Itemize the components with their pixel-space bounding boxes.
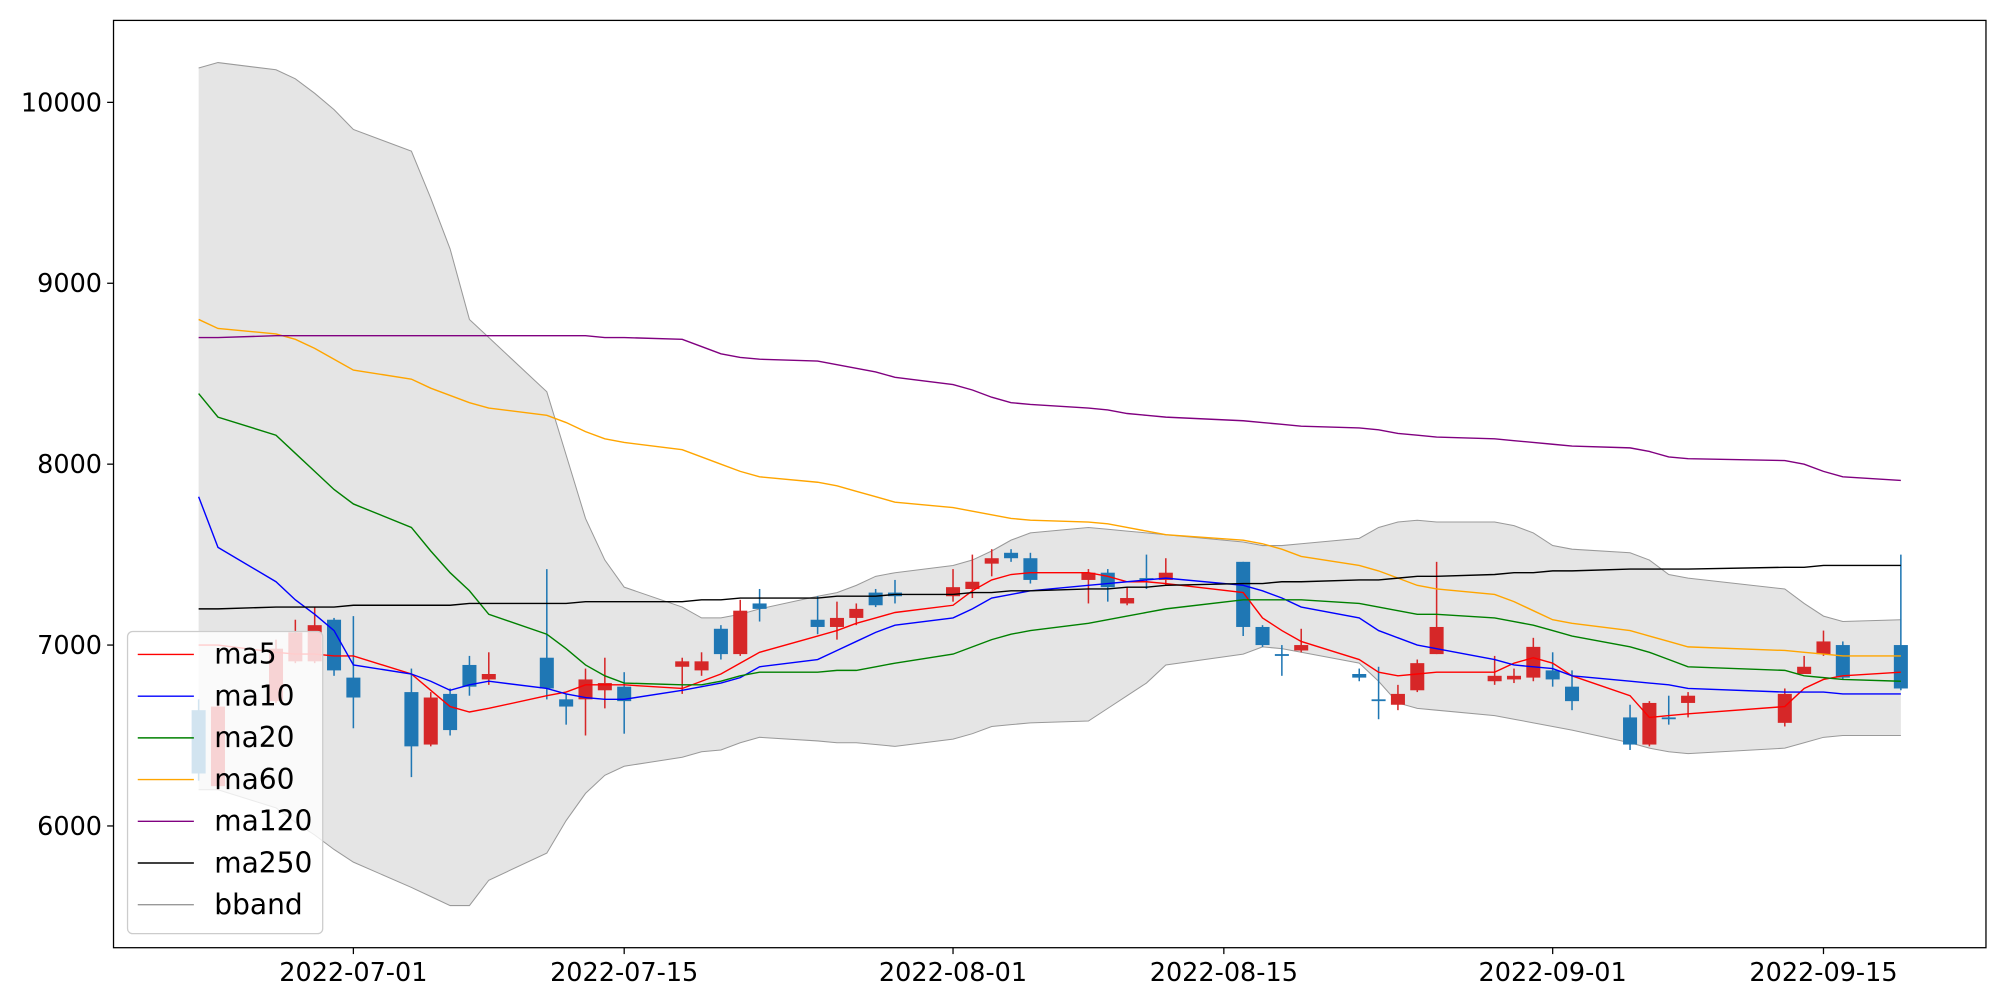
candle-body (1506, 675, 1522, 680)
y-tick-label: 6000 (37, 812, 102, 842)
candle-body (1023, 558, 1038, 580)
x-tick-label: 2022-07-15 (550, 958, 698, 988)
candle-body (1642, 702, 1657, 745)
candle-body (1565, 686, 1580, 702)
x-tick-label: 2022-08-01 (879, 958, 1027, 988)
candle-body (346, 677, 361, 698)
legend: ma5 ma10 ma20 ma60 ma120 ma250 bband (126, 630, 324, 935)
candle-body (443, 693, 458, 731)
candle-body (481, 674, 496, 680)
candle-body (1816, 641, 1831, 655)
band-lower (198, 646, 1901, 907)
candle-body (404, 692, 419, 747)
legend-label: ma5 (214, 638, 276, 671)
candle-body (1352, 674, 1367, 678)
candle-body (733, 610, 748, 655)
legend-label: ma20 (214, 721, 294, 754)
candle-body (1777, 693, 1792, 723)
candle-body (559, 699, 574, 707)
x-tick-label: 2022-07-01 (279, 958, 427, 988)
legend-label: ma250 (214, 846, 312, 879)
candle-body (1623, 717, 1638, 745)
candle-body (984, 558, 999, 564)
ma-line (198, 564, 1901, 610)
candle-body (1390, 693, 1405, 705)
candle-body (849, 608, 864, 618)
candle-body (810, 619, 825, 627)
candle-body (1294, 645, 1309, 651)
axes-frame (112, 19, 1987, 949)
band-upper (198, 62, 1901, 623)
candle-body (597, 683, 612, 691)
ma-line (197, 496, 1901, 701)
legend-label: bband (214, 888, 302, 921)
candle-body (713, 628, 728, 655)
candle-body (1274, 654, 1289, 656)
candle-body (965, 581, 980, 589)
candle-body (1371, 699, 1386, 702)
candle-body (1893, 645, 1908, 689)
candle-body (1797, 666, 1812, 675)
y-tick-label: 9000 (37, 269, 102, 299)
candle-body (694, 661, 709, 671)
candle-body (1835, 645, 1850, 678)
y-tick-label: 8000 (37, 450, 102, 480)
candle-body (868, 592, 883, 606)
candle-body (1410, 663, 1425, 691)
ma-line (198, 393, 1901, 686)
candle-body (1661, 717, 1676, 720)
candle-body (829, 617, 844, 627)
candle-body (617, 686, 632, 702)
legend-label: ma10 (214, 679, 294, 712)
candle-body (1081, 572, 1096, 580)
y-tick-label: 10000 (21, 88, 102, 118)
candle-body (1139, 578, 1154, 580)
legend-label: ma60 (214, 763, 294, 796)
candle-body (1545, 670, 1560, 680)
x-tick-label: 2022-08-15 (1150, 958, 1298, 988)
candle-body (1120, 598, 1135, 604)
ma-line (198, 571, 1901, 719)
ma-line (198, 318, 1901, 657)
candle-body (675, 661, 690, 667)
ma-line (198, 335, 1901, 482)
candle-body (1487, 675, 1502, 682)
candle-body (423, 697, 438, 745)
candle-body (1681, 695, 1696, 703)
candle-body (539, 657, 554, 689)
y-tick-label: 7000 (37, 631, 102, 661)
x-tick-label: 2022-09-01 (1479, 958, 1627, 988)
candle-body (1236, 561, 1251, 627)
candle-body (946, 587, 961, 597)
candle-body (1526, 646, 1541, 678)
x-tick-label: 2022-09-15 (1749, 958, 1897, 988)
candle-body (1004, 552, 1019, 559)
candle-body (1255, 626, 1270, 646)
legend-label: ma120 (214, 805, 312, 838)
candle-body (1158, 572, 1173, 580)
candle-body (752, 603, 767, 609)
candle-body (462, 664, 477, 687)
legend-box (126, 630, 324, 935)
candle-body (327, 619, 342, 671)
